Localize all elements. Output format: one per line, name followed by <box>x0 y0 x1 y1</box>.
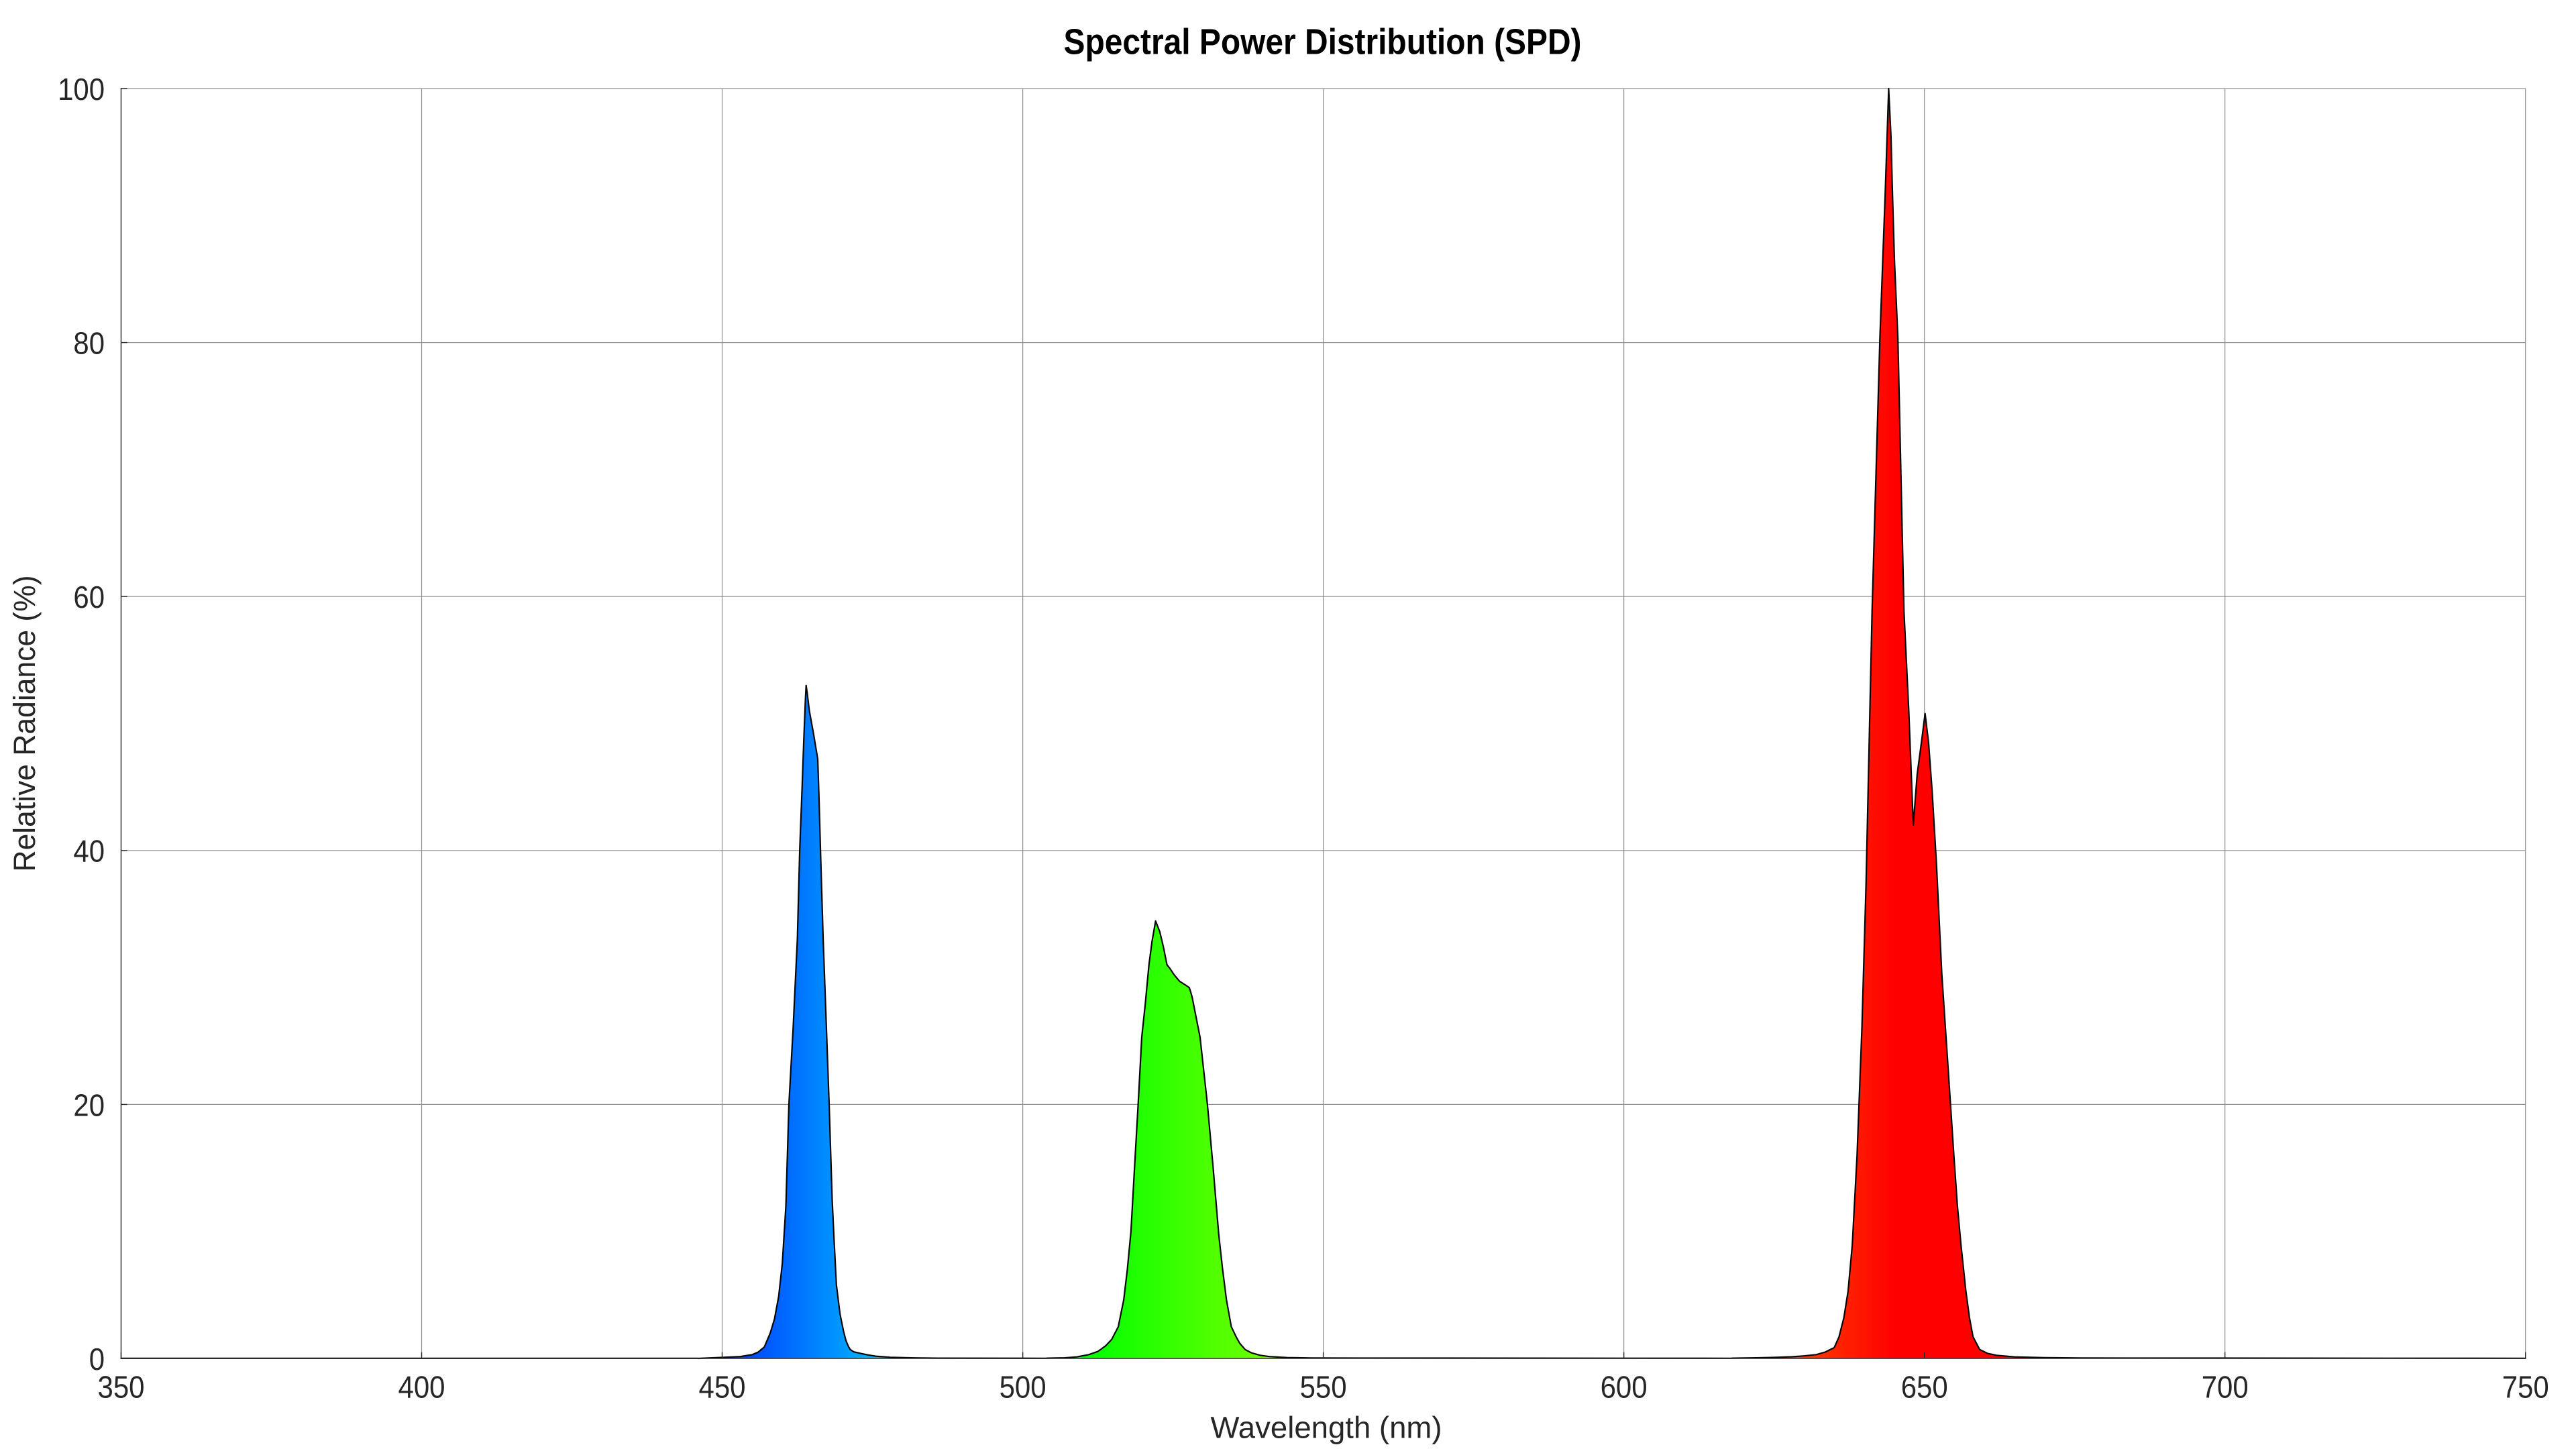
svg-text:350: 350 <box>98 1369 145 1404</box>
svg-text:80: 80 <box>73 326 105 361</box>
svg-text:750: 750 <box>2502 1369 2549 1404</box>
svg-text:600: 600 <box>1601 1369 1648 1404</box>
svg-text:60: 60 <box>73 580 105 614</box>
svg-text:400: 400 <box>398 1369 445 1404</box>
svg-text:700: 700 <box>2202 1369 2249 1404</box>
svg-text:Spectral Power Distribution (S: Spectral Power Distribution (SPD) <box>1064 22 1582 62</box>
svg-text:Relative Radiance (%): Relative Radiance (%) <box>7 576 42 872</box>
svg-text:650: 650 <box>1901 1369 1948 1404</box>
svg-text:550: 550 <box>1300 1369 1347 1404</box>
svg-text:20: 20 <box>73 1087 105 1122</box>
svg-text:100: 100 <box>58 72 105 107</box>
svg-text:Wavelength (nm): Wavelength (nm) <box>1211 1411 1442 1445</box>
svg-text:0: 0 <box>89 1342 105 1377</box>
svg-text:500: 500 <box>1000 1369 1046 1404</box>
svg-text:40: 40 <box>73 834 105 869</box>
svg-text:450: 450 <box>699 1369 746 1404</box>
